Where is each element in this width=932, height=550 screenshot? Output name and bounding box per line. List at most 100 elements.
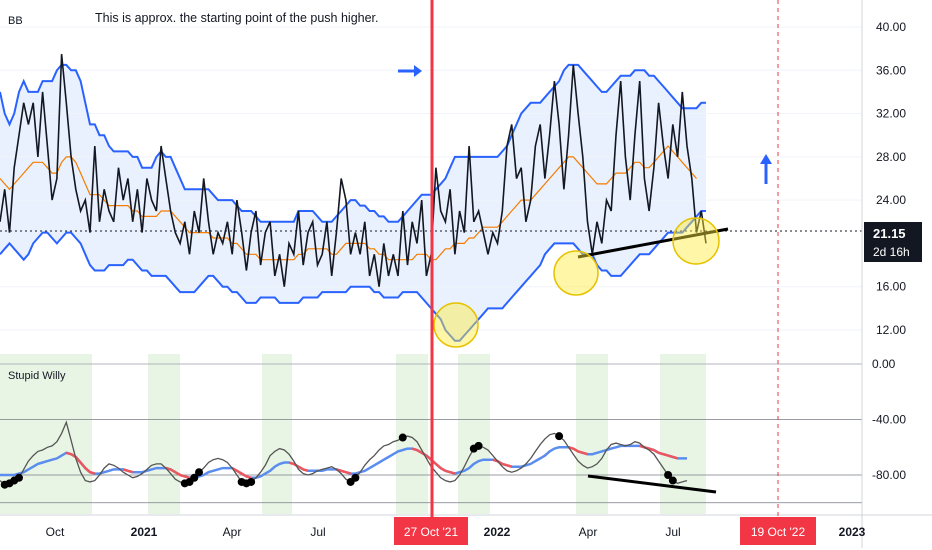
price-tick-label: 32.00 — [876, 107, 906, 121]
oscillator-signal-red-segment — [648, 447, 655, 452]
future-date-tag: 19 Oct '22 — [740, 517, 816, 545]
price-tick-label: 16.00 — [876, 280, 906, 294]
oscillator-signal-red-segment — [672, 455, 678, 460]
oscillator-signal-red-segment — [582, 451, 588, 456]
time-tick-label: Jul — [310, 525, 325, 539]
oscillator-signal-red-segment — [345, 471, 351, 475]
oscillator-dot — [668, 476, 677, 485]
oscillator-pane[interactable]: Stupid Willy — [0, 354, 862, 514]
oscillator-shading — [0, 354, 706, 514]
oscillator-signal-red-segment — [241, 472, 248, 478]
price-trendline[interactable] — [577, 227, 729, 259]
oscillator-signal-red-segment — [572, 447, 579, 453]
price-line — [0, 54, 707, 287]
highlight-circle — [553, 250, 599, 296]
vline-date-tag: 27 Oct '21 — [394, 517, 468, 545]
oscillator-dot — [190, 473, 199, 482]
oscillator-signal-red-segment — [236, 469, 243, 475]
time-tick-label: 2021 — [131, 525, 158, 539]
time-tick-label: 2022 — [484, 525, 511, 539]
oscillator-signal-red-segment — [416, 448, 423, 454]
oscillator-signal-red-segment — [658, 451, 664, 456]
oscillator-signal-red-segment — [411, 447, 418, 452]
oscillator-signal-red-segment — [288, 461, 295, 466]
price-tick-label: 24.00 — [876, 193, 906, 207]
bollinger-fill — [0, 64, 706, 341]
oscillator-signal-red-segment — [506, 464, 513, 468]
countdown-value: 2d 16h — [873, 245, 910, 259]
last-price-tag: 21.15 2d 16h — [864, 222, 922, 262]
oscillator-dot — [474, 441, 483, 450]
time-axis[interactable]: Oct 2021 Apr Jul 2022 Apr Jul 2023 — [46, 525, 866, 539]
oscillator-dots — [0, 432, 677, 489]
oscillator-signal-red-segment — [122, 468, 129, 473]
time-tick-label: Jul — [665, 525, 680, 539]
price-tick-label: 36.00 — [876, 63, 906, 77]
price-axis[interactable]: 40.00 36.00 32.00 28.00 24.00 16.00 12.00 — [876, 20, 906, 337]
oscillator-dot — [14, 473, 23, 482]
oscillator-signal-red-segment — [246, 475, 252, 479]
oscillator-shade-band — [458, 354, 490, 514]
highlight-circle — [672, 217, 720, 265]
price-tick-label: 40.00 — [876, 20, 906, 34]
oscillator-signal-red-segment — [302, 468, 309, 473]
oscillator-title: Stupid Willy — [8, 370, 66, 382]
oscillator-shade-band — [396, 354, 428, 514]
oscillator-signal-red-segment — [174, 471, 181, 477]
oscillator-signal-red-segment — [79, 461, 87, 469]
highlight-circle — [433, 302, 479, 348]
oscillator-dot — [247, 477, 256, 486]
arrow-up-icon[interactable] — [760, 154, 772, 184]
oscillator-signal-red-segment — [184, 475, 190, 479]
oscillator-signal-red-segment — [663, 452, 669, 457]
oscillator-dot — [351, 473, 360, 482]
oscillator-signal-red-segment — [440, 466, 447, 472]
bollinger-basis — [0, 145, 697, 261]
time-tick-label: Apr — [223, 525, 242, 539]
oscillator-signal-red-segment — [425, 454, 433, 461]
oscillator-signal-red-segment — [127, 469, 134, 474]
future-date-label: 19 Oct '22 — [751, 525, 806, 539]
oscillator-signal-red-segment — [449, 471, 456, 475]
oscillator-line — [0, 420, 688, 486]
time-tick-label: Oct — [46, 525, 65, 539]
oscillator-dot — [398, 433, 407, 442]
price-tick-label: 12.00 — [876, 323, 906, 337]
oscillator-dot — [555, 432, 564, 441]
price-tick-label: 28.00 — [876, 150, 906, 164]
oscillator-signal-red-segment — [179, 473, 186, 478]
oscillator-signal-red-segment — [84, 467, 91, 474]
vline-date-label: 27 Oct '21 — [404, 525, 459, 539]
oscillator-signal-red-segment — [74, 456, 82, 464]
oscillator-signal-red-segment — [297, 465, 304, 471]
oscillator-signal-red-segment — [501, 462, 508, 467]
oscillator-signal-red-segment — [445, 469, 451, 474]
oscillator-signal-red-segment — [653, 448, 660, 454]
oscillator-shade-band — [262, 354, 292, 514]
time-tick-label: Apr — [579, 525, 598, 539]
oscillator-signal-red-segment — [577, 450, 584, 454]
last-price-value: 21.15 — [873, 226, 906, 241]
bollinger-upper-band — [0, 63, 706, 223]
oscillator-dot — [664, 471, 673, 479]
oscillator-shade-band — [148, 354, 180, 514]
oscillator-tick-label: 0.00 — [872, 357, 896, 371]
annotation-text[interactable]: This is approx. the starting point of th… — [95, 11, 379, 25]
oscillator-signal-red-segment — [340, 469, 347, 474]
oscillator-shade-band — [576, 354, 608, 514]
indicator-label: BB — [8, 15, 23, 27]
oscillator-signal-red-segment — [667, 454, 674, 459]
oscillator-axis[interactable]: 0.00 -40.00 -80.00 — [872, 357, 906, 482]
oscillator-trendline[interactable] — [587, 474, 717, 494]
arrow-right-icon[interactable] — [398, 65, 422, 77]
oscillator-tick-label: -40.00 — [872, 413, 906, 427]
oscillator-dot — [195, 468, 204, 477]
oscillator-signal-red-segment — [169, 468, 176, 474]
oscillator-signal-red-segment — [89, 471, 96, 475]
time-tick-label: 2023 — [839, 525, 866, 539]
oscillator-signal-red-segment — [435, 462, 442, 470]
oscillator-signal-red-segment — [65, 451, 72, 456]
oscillator-shade-band — [0, 354, 92, 514]
oscillator-tick-label: -80.00 — [872, 468, 906, 482]
